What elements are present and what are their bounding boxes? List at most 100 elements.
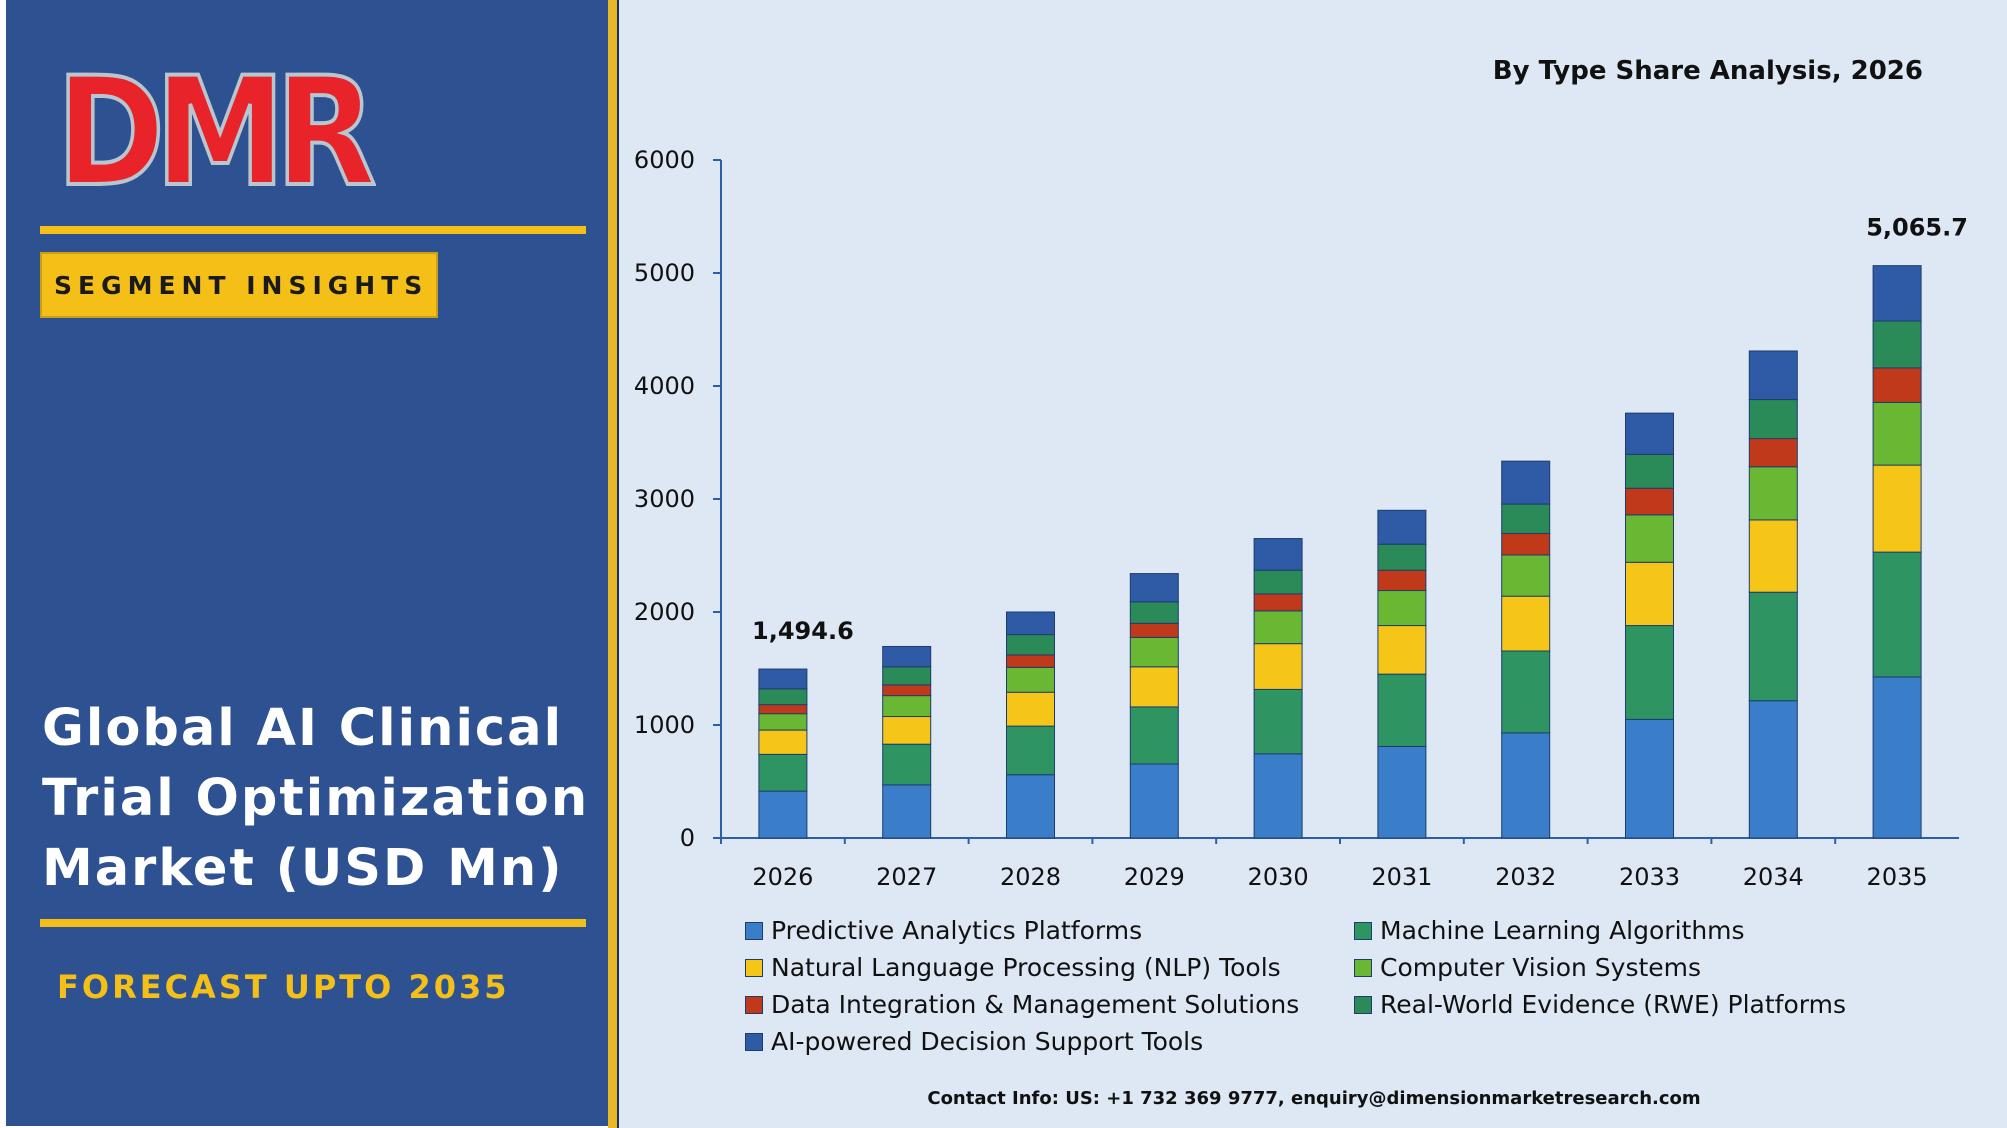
bar-segment	[1129, 622, 1179, 638]
forecast-label: FORECAST UPTO 2035	[57, 968, 510, 1006]
legend-label: Computer Vision Systems	[1380, 953, 1702, 982]
bar-segment	[1625, 718, 1674, 839]
bar-segment	[1625, 412, 1674, 455]
bar-segment	[1253, 688, 1303, 755]
bar-segment	[1377, 509, 1427, 545]
y-tick-label: 0	[680, 824, 695, 852]
bar-segment	[758, 729, 808, 755]
bar-segment	[1748, 466, 1798, 521]
bar-segment	[882, 645, 932, 668]
legend-item: Computer Vision Systems	[1354, 952, 1834, 983]
bar-segment	[1872, 401, 1922, 466]
bar-segment	[882, 784, 932, 839]
y-tick-label: 6000	[634, 146, 695, 174]
bar-segment	[1748, 399, 1798, 440]
bar-segment	[1748, 438, 1798, 468]
legend-item: Predictive Analytics Platforms	[745, 915, 1354, 946]
bar-segment	[1377, 673, 1427, 747]
bar-segment	[1748, 700, 1798, 839]
y-tick-label: 1000	[634, 711, 695, 739]
bar-segment	[1872, 320, 1922, 369]
bar-segment	[1501, 460, 1551, 505]
legend-swatch	[1354, 958, 1372, 977]
x-tick-label: 2031	[1371, 863, 1432, 891]
bar-segment	[1129, 601, 1179, 624]
bar-segment	[1006, 725, 1055, 776]
legend-label: Real-World Evidence (RWE) Platforms	[1380, 990, 1846, 1019]
x-tick-label: 2030	[1248, 863, 1309, 891]
bar-segment	[1006, 611, 1055, 636]
bar-segment	[1253, 593, 1303, 612]
segment-insights-label: SEGMENT INSIGHTS	[54, 270, 429, 300]
bar-segment	[1129, 763, 1179, 839]
segment-insights-badge: SEGMENT INSIGHTS	[40, 252, 438, 318]
bar-segment	[1377, 590, 1427, 627]
bar-segment	[1872, 551, 1922, 678]
bar-segment	[1006, 691, 1055, 727]
bar-segment	[1625, 487, 1674, 516]
bar-segment	[1129, 706, 1179, 765]
main-title: Global AI Clinical Trial Optimization Ma…	[42, 694, 602, 904]
bar-segment	[1872, 464, 1922, 553]
data-label: 5,065.7	[1866, 214, 1968, 242]
legend-item: Data Integration & Management Solutions	[745, 989, 1354, 1020]
bar-segment	[1006, 774, 1055, 839]
bar-segment	[1129, 573, 1179, 603]
bar-segment	[1625, 514, 1674, 563]
bar-segment	[882, 743, 932, 786]
bar-segment	[1625, 453, 1674, 489]
bar-segment	[1377, 745, 1427, 839]
bar-segment	[1253, 569, 1303, 595]
bar-segment	[1625, 625, 1674, 720]
bottom-accent-rule	[40, 919, 586, 927]
dmr-logo: DMR	[56, 64, 376, 204]
bar-segment	[758, 688, 808, 706]
bar-segment	[1501, 532, 1551, 556]
bar-segment	[1748, 350, 1798, 401]
chart-legend: Predictive Analytics Platforms Machine Le…	[745, 915, 1846, 1057]
legend-item: AI-powered Decision Support Tools	[745, 1026, 1354, 1057]
bar-segment	[758, 753, 808, 792]
bar-segment	[1872, 676, 1922, 839]
bar-segment	[1625, 561, 1674, 627]
bar-segment	[1501, 554, 1551, 597]
x-tick-label: 2033	[1619, 863, 1680, 891]
legend-swatch	[745, 921, 763, 940]
x-tick-label: 2032	[1495, 863, 1556, 891]
bar-segment	[758, 668, 808, 690]
y-tick-label: 3000	[634, 485, 695, 513]
bar-segment	[1872, 367, 1922, 403]
y-tick-label: 4000	[634, 372, 695, 400]
x-tick-label: 2034	[1743, 863, 1804, 891]
bar-segment	[1253, 753, 1303, 839]
legend-swatch	[745, 995, 763, 1014]
legend-label: Data Integration & Management Solutions	[771, 990, 1300, 1019]
legend-label: Machine Learning Algorithms	[1380, 916, 1745, 945]
bar-segment	[1501, 595, 1551, 652]
bar-segment	[1129, 666, 1179, 708]
bar-segment	[882, 695, 932, 718]
bar-segment	[1748, 591, 1798, 702]
bar-segment	[882, 684, 932, 697]
divider-stripe	[608, 0, 617, 1128]
x-tick-label: 2035	[1867, 863, 1928, 891]
title-line: Trial Optimization	[42, 769, 590, 828]
legend-label: Predictive Analytics Platforms	[771, 916, 1143, 945]
chart-title: By Type Share Analysis, 2026	[1492, 56, 1923, 86]
dmr-logo-text: DMR	[56, 64, 374, 204]
bar-segment	[1006, 634, 1055, 656]
x-tick-label: 2027	[876, 863, 937, 891]
bar-segment	[1501, 650, 1551, 734]
left-panel: DMR SEGMENT INSIGHTS Global AI Clinical …	[6, 0, 608, 1126]
legend-item: Machine Learning Algorithms	[1354, 915, 1834, 946]
top-accent-rule	[40, 226, 586, 234]
bar-segment	[1129, 636, 1179, 668]
legend-swatch	[745, 958, 763, 977]
legend-label: Natural Language Processing (NLP) Tools	[771, 953, 1281, 982]
bar-segment	[1872, 265, 1922, 322]
x-tick-label: 2026	[752, 863, 813, 891]
bar-segment	[1377, 543, 1427, 571]
bar-segment	[1253, 643, 1303, 690]
bar-segment	[758, 713, 808, 731]
legend-item: Real-World Evidence (RWE) Platforms	[1354, 989, 1846, 1020]
